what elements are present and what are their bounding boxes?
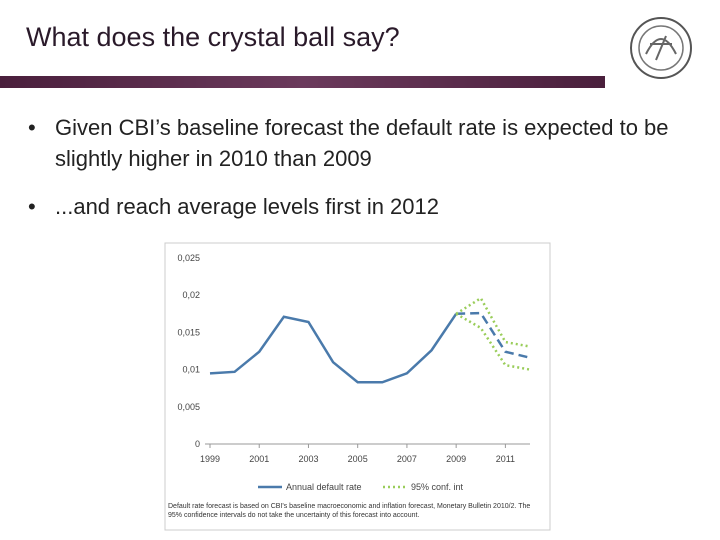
y-tick-label: 0,025: [177, 253, 200, 263]
bullet: ...and reach average levels first in 201…: [28, 191, 688, 222]
y-tick-label: 0,01: [182, 365, 200, 375]
x-tick-label: 2005: [348, 454, 368, 464]
logo: [630, 17, 692, 79]
chart-frame: [164, 242, 551, 531]
chart-note: Default rate forecast is based on CBI's …: [168, 503, 531, 519]
forecast-line: [456, 311, 531, 359]
x-tick-label: 2007: [397, 454, 417, 464]
bullet-list: Given CBI’s baseline forecast the defaul…: [28, 112, 688, 239]
y-tick-label: 0: [195, 439, 200, 449]
legend-label: Annual default rate: [286, 482, 362, 492]
y-tick-label: 0,015: [177, 327, 200, 337]
y-tick-label: 0,02: [182, 290, 200, 300]
note-box: Default rate forecast is based on CBI's …: [168, 503, 531, 519]
y-tick-label: 0,005: [177, 402, 200, 412]
x-tick-label: 1999: [200, 454, 220, 464]
legend-label: 95% conf. int: [411, 482, 464, 492]
x-tick-label: 2009: [446, 454, 466, 464]
bullet: Given CBI’s baseline forecast the defaul…: [28, 112, 688, 174]
conf-lower: [455, 312, 531, 371]
conf-upper: [455, 296, 531, 348]
x-tick-label: 2011: [496, 454, 515, 464]
line: [209, 313, 458, 384]
title-band: [0, 76, 605, 88]
x-tick-label: 2001: [249, 454, 269, 464]
x-tick-label: 2003: [298, 454, 318, 464]
slide-title: What does the crystal ball say?: [26, 22, 400, 52]
